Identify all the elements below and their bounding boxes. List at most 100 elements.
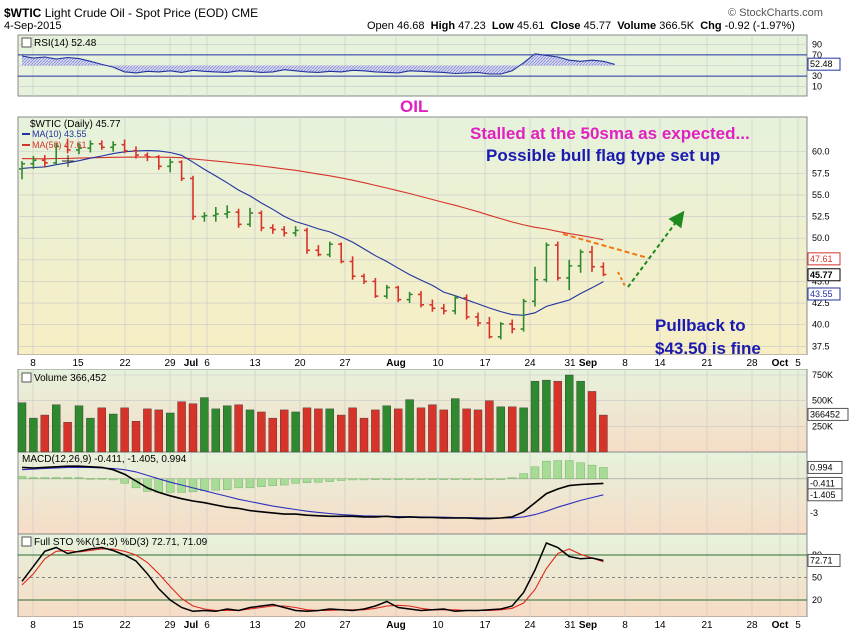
volume-bar (40, 414, 49, 453)
price-badge-value: 47.61 (810, 254, 833, 264)
ohlc-bar (64, 138, 71, 154)
macd-tick-label: -3 (810, 508, 818, 518)
ohlc-bar (201, 212, 208, 222)
ohlc-bar (235, 208, 242, 228)
sto-tick-label: 50 (812, 573, 822, 583)
macd-histogram-bar (120, 478, 129, 484)
macd-histogram-bar (314, 478, 323, 483)
price-badge-value: 43.55 (810, 289, 833, 299)
macd-histogram-bar (222, 478, 232, 490)
symbol-name: Light Crude Oil - Spot Price (EOD) (44, 6, 229, 20)
ohlc-bar (577, 249, 584, 273)
volume-bar (165, 412, 175, 453)
macd-histogram-bar (485, 478, 494, 480)
ohlc-bar (110, 141, 117, 152)
ohlc-bar (144, 152, 151, 162)
volume-bar (108, 413, 118, 453)
volume-bar (382, 405, 391, 453)
volume-bar (188, 403, 198, 453)
symbol: $WTIC (4, 6, 42, 20)
rsi-tick-label: 70 (812, 50, 822, 60)
x-axis-label: 28 (746, 620, 758, 631)
ohlc-bar (53, 142, 60, 165)
ohlc-bar (315, 245, 322, 257)
rsi-area (22, 53, 615, 74)
x-axis-label: 8 (30, 620, 36, 631)
ohlc-bar (41, 155, 48, 168)
rsi-badge-value: 52.48 (810, 59, 833, 69)
price-tick-label: 52.5 (812, 212, 830, 222)
ohlc-bar (269, 224, 276, 234)
x-axis-label: 10 (432, 358, 444, 369)
macd-histogram-bar (508, 477, 517, 479)
macd-histogram-bar (394, 478, 403, 480)
ohlc-bar (281, 226, 288, 237)
macd-histogram-bar (371, 478, 380, 480)
volume-bar (63, 422, 72, 453)
ohlc-bar (247, 207, 253, 227)
volume-bar (17, 402, 27, 453)
macd-histogram-bar (325, 478, 334, 482)
x-axis-label: 8 (622, 620, 628, 631)
x-axis-label: 15 (72, 620, 84, 631)
x-axis-label: 29 (164, 358, 176, 369)
x-axis-label: 21 (701, 358, 713, 369)
macd-tick-label: 0.994 (810, 462, 833, 472)
x-axis-label: 8 (622, 358, 628, 369)
ohlc-bar (543, 242, 550, 283)
high-value: 47.23 (458, 20, 486, 32)
low-label: Low (491, 20, 514, 32)
rsi-line (21, 53, 615, 75)
macd-histogram-bar (359, 478, 369, 481)
volume-bar (428, 404, 437, 453)
price-tick-label: 37.5 (812, 341, 830, 351)
x-axis-label: 20 (294, 620, 306, 631)
volume-bar (416, 407, 426, 453)
ohlc-bar (76, 142, 82, 155)
price-tick-label: 57.5 (812, 168, 830, 178)
volume-tick-label: 250K (812, 421, 833, 431)
volume-bar (280, 409, 289, 453)
ohlc-bar (224, 205, 231, 219)
volume-bar (576, 380, 585, 453)
macd-histogram-bar (473, 478, 483, 480)
x-axis-label: 14 (654, 620, 666, 631)
macd-histogram-bar (74, 477, 84, 479)
sto-k-line (21, 542, 604, 613)
x-axis-label: 14 (654, 358, 666, 369)
volume-bar (451, 398, 460, 453)
macd-histogram-bar (280, 478, 289, 486)
ohlc-bar (121, 139, 128, 154)
sto-toggle-icon (21, 536, 32, 547)
macd-histogram-bar (348, 478, 357, 481)
macd-badge (807, 460, 843, 474)
x-axis-label: 22 (119, 358, 131, 369)
macd-histogram-bar (29, 477, 38, 479)
ohlc-bar (190, 175, 196, 220)
x-axis-label: 17 (479, 358, 491, 369)
close-label: Close (550, 20, 581, 32)
volume-bar (245, 409, 255, 453)
open-value: 46.68 (396, 20, 425, 32)
price-badge-value: 45.77 (810, 270, 833, 280)
pullback-annotation-line1: Pullback to (655, 316, 746, 335)
price-badge (807, 268, 841, 282)
x-axis-bar-1 (0, 355, 854, 369)
chg-label: Chg (700, 20, 722, 32)
volume-bar (371, 409, 380, 453)
macd-histogram-bar (496, 478, 505, 480)
macd-histogram-bar (405, 478, 414, 480)
volume-bar (405, 399, 414, 453)
x-axis-label: 13 (249, 358, 261, 369)
x-axis-label: Oct (772, 358, 789, 369)
x-axis-label: 6 (204, 358, 210, 369)
x-axis-label: 29 (164, 620, 176, 631)
volume-bar (177, 401, 186, 453)
x-axis-label: 31 (564, 358, 576, 369)
sto-badge-value: 72.71 (810, 555, 833, 565)
ohlc-bar (566, 259, 573, 291)
pullback-annotation-line2: $43.50 is fine (655, 339, 761, 358)
ohlc-bar (486, 316, 493, 339)
ohlc-bar (349, 256, 356, 280)
x-axis-label: 27 (339, 620, 351, 631)
